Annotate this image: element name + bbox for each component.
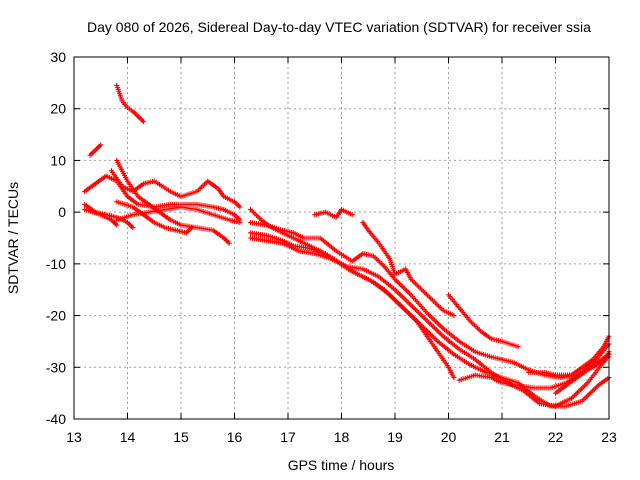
y-axis-label: SDTVAR / TECUs	[5, 182, 21, 294]
x-tick-label: 23	[601, 429, 617, 445]
data-series-arc-m	[248, 235, 612, 409]
data-series-arc-e	[108, 168, 243, 210]
y-tick-label: 30	[50, 49, 66, 65]
data-point	[349, 212, 355, 218]
data-series-arc-s	[553, 351, 612, 396]
data-series-arc-p	[446, 292, 521, 350]
data-point	[130, 225, 136, 231]
y-tick-label: -10	[46, 256, 66, 272]
y-tick-label: 20	[50, 101, 66, 117]
data-series-arc-n	[312, 207, 355, 220]
y-tick-label: -20	[46, 308, 66, 324]
x-tick-label: 19	[387, 429, 403, 445]
grid	[74, 57, 609, 419]
data-series-arc-i	[114, 204, 243, 225]
data-series-arc-h	[82, 207, 120, 228]
data-point	[141, 119, 147, 125]
x-tick-label: 13	[66, 429, 82, 445]
data-point	[237, 219, 243, 225]
y-tick-label: -30	[46, 359, 66, 375]
x-axis-label: GPS time / hours	[288, 457, 395, 473]
data-series-arc-d	[114, 157, 232, 246]
data-point	[451, 375, 457, 381]
ticks: 13 14 15 16 17 18 19 20 21 22 23 -40 -30 -20 -10 0 10 20 3…	[46, 49, 617, 445]
y-tick-label: 10	[50, 152, 66, 168]
data-series-arc-b	[87, 142, 104, 158]
data-point	[226, 240, 232, 246]
data-series-arc-g	[114, 199, 195, 236]
x-tick-label: 17	[280, 429, 296, 445]
data-series-arc-o	[360, 219, 457, 319]
x-tick-label: 15	[173, 429, 189, 445]
x-tick-label: 14	[120, 429, 136, 445]
x-tick-label: 20	[441, 429, 457, 445]
data-point	[237, 204, 243, 210]
data-layer	[82, 82, 612, 409]
x-tick-label: 21	[494, 429, 510, 445]
data-series-arc-a	[114, 82, 147, 125]
x-tick-label: 18	[334, 429, 350, 445]
data-point	[451, 313, 457, 319]
y-tick-label: -40	[46, 411, 66, 427]
data-point	[98, 142, 104, 148]
chart-title: Day 080 of 2026, Sidereal Day-to-day VTE…	[87, 19, 591, 35]
x-tick-label: 16	[227, 429, 243, 445]
x-tick-label: 22	[548, 429, 564, 445]
y-tick-label: 0	[58, 204, 66, 220]
data-point	[114, 222, 120, 228]
plot-frame	[73, 56, 610, 420]
data-series-arc-l	[248, 230, 612, 409]
data-point	[515, 344, 521, 350]
data-series-arc-r	[526, 333, 612, 378]
data-point	[189, 225, 195, 231]
